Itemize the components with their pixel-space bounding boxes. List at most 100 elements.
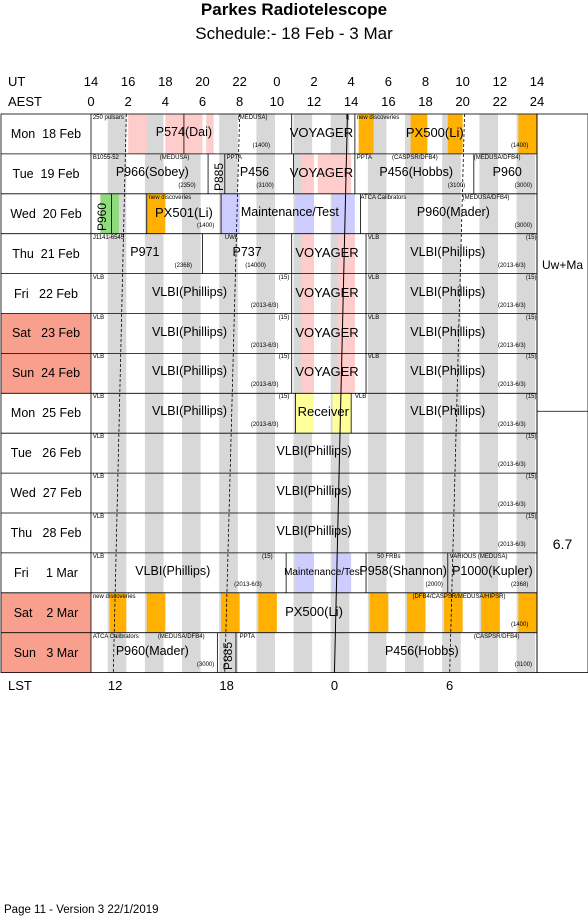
grey-stripe bbox=[219, 632, 238, 673]
block-label-p960: P960 bbox=[492, 164, 522, 179]
aest-axis-label: AEST bbox=[8, 94, 42, 109]
grey-stripe bbox=[367, 313, 387, 354]
grey-stripe bbox=[182, 193, 201, 234]
ut-tick: 14 bbox=[529, 74, 545, 89]
grey-stripe bbox=[182, 393, 201, 434]
observation-slot bbox=[332, 194, 355, 234]
small-note-uwl: UWL bbox=[224, 234, 239, 241]
day-label: Thu 21 Feb bbox=[12, 246, 80, 261]
grey-stripe bbox=[479, 552, 498, 593]
small-note-n50frbs: 50 FRBs bbox=[377, 553, 401, 560]
small-note-n15: (15) bbox=[525, 354, 537, 361]
observation-slot bbox=[518, 593, 537, 633]
block-label-p966: P966(Sobey) bbox=[115, 164, 189, 179]
weekend-day-cell bbox=[1, 632, 91, 673]
block-label-p958: P958(Shannon) bbox=[359, 563, 447, 578]
lst-axis-label: LST bbox=[8, 678, 32, 693]
grey-stripe bbox=[219, 353, 238, 394]
grey-stripe bbox=[256, 193, 275, 234]
small-note-vlb: VLB bbox=[367, 354, 380, 361]
aest-tick: 16 bbox=[381, 94, 396, 109]
grey-stripe bbox=[479, 193, 498, 234]
observation-slot bbox=[447, 114, 463, 154]
grey-stripe bbox=[144, 632, 164, 673]
small-note-n2368: (2368) bbox=[174, 262, 192, 269]
grey-stripe bbox=[405, 513, 424, 553]
grey-stripe bbox=[219, 273, 238, 314]
ut-tick: 12 bbox=[492, 74, 508, 89]
grey-stripe bbox=[442, 313, 461, 354]
grey-stripe bbox=[442, 353, 461, 394]
day-label: Sun 24 Feb bbox=[11, 366, 81, 381]
grey-stripe bbox=[516, 193, 536, 234]
grey-stripe bbox=[144, 353, 164, 394]
vertical-label-p885: P885 bbox=[211, 162, 226, 191]
small-note-n1400: (1400) bbox=[196, 222, 215, 229]
small-note-n2000: (2000) bbox=[425, 581, 443, 588]
observation-slot bbox=[165, 114, 184, 154]
grey-stripe bbox=[256, 473, 275, 513]
block-label-voyager: VOYAGER bbox=[295, 364, 359, 380]
grey-stripe bbox=[144, 433, 164, 474]
observation-slot bbox=[221, 593, 240, 633]
grey-stripe bbox=[405, 433, 424, 474]
small-note-vlb: VLB bbox=[92, 274, 105, 281]
small-note-n2013: (2013-6/3) bbox=[250, 382, 279, 389]
small-note-n15: (15) bbox=[525, 234, 537, 241]
block-label-vlbi: VLBI(Phillips) bbox=[276, 524, 352, 538]
grey-stripe bbox=[107, 313, 127, 354]
grey-stripe bbox=[442, 552, 461, 593]
block-label-p971: P971 bbox=[130, 244, 160, 259]
aest-tick: 2 bbox=[124, 94, 132, 109]
weekend-day-cell bbox=[1, 353, 91, 394]
aest-tick: 4 bbox=[161, 94, 169, 109]
observation-slot bbox=[406, 593, 426, 633]
small-note-n15: (15) bbox=[525, 274, 537, 281]
grey-stripe bbox=[256, 513, 275, 553]
aest-tick: 14 bbox=[343, 94, 359, 109]
lst-tick: 18 bbox=[219, 678, 234, 693]
small-note-medusa: (MEDUSA) bbox=[159, 154, 190, 161]
aest-tick: 12 bbox=[306, 94, 322, 109]
small-note-vlb: VLB bbox=[92, 434, 105, 441]
observation-slot bbox=[206, 114, 214, 154]
grey-stripe bbox=[479, 632, 498, 673]
small-note-vlb: VLB bbox=[92, 553, 105, 560]
grey-stripe bbox=[107, 632, 127, 673]
aest-tick: 0 bbox=[87, 94, 95, 109]
lst-tick: 6 bbox=[446, 678, 454, 693]
grey-stripe bbox=[516, 393, 536, 434]
block-label-voyager: VOYAGER bbox=[289, 164, 354, 180]
weekend-day-cell bbox=[1, 313, 91, 354]
block-label-vlbi: VLBI(Phillips) bbox=[135, 563, 211, 578]
small-note-n3000: (3000) bbox=[196, 661, 215, 668]
block-label-vlbi: VLBI(Phillips) bbox=[410, 364, 486, 379]
grey-stripe bbox=[516, 473, 536, 513]
grey-stripe bbox=[479, 233, 498, 274]
page-subtitle: Schedule:- 18 Feb - 3 Mar bbox=[195, 24, 393, 43]
grey-stripe bbox=[144, 513, 164, 553]
block-label-p574: P574(Dai) bbox=[155, 125, 213, 139]
grey-stripe bbox=[107, 353, 127, 394]
grey-stripe bbox=[330, 513, 350, 553]
small-note-n2013: (2013-6/3) bbox=[497, 502, 526, 509]
small-note-b: B1055-52 bbox=[92, 154, 119, 161]
grey-stripe bbox=[293, 433, 313, 474]
day-label: Mon 18 Feb bbox=[10, 126, 82, 141]
grey-stripe bbox=[330, 632, 350, 673]
grey-stripe bbox=[405, 473, 424, 513]
grey-stripe bbox=[182, 632, 201, 673]
grey-stripe bbox=[367, 433, 387, 474]
grey-stripe bbox=[219, 114, 238, 154]
day-label: Fri 22 Feb bbox=[14, 286, 78, 301]
grey-stripe bbox=[256, 552, 275, 593]
grey-stripe bbox=[516, 313, 536, 354]
observation-slot bbox=[146, 593, 166, 633]
block-label-vlbi: VLBI(Phillips) bbox=[276, 444, 352, 459]
ut-tick: 0 bbox=[273, 74, 281, 89]
grey-stripe bbox=[219, 233, 238, 274]
observation-slot bbox=[295, 393, 314, 433]
grey-stripe bbox=[144, 473, 164, 513]
small-note-n15: (15) bbox=[278, 314, 290, 321]
